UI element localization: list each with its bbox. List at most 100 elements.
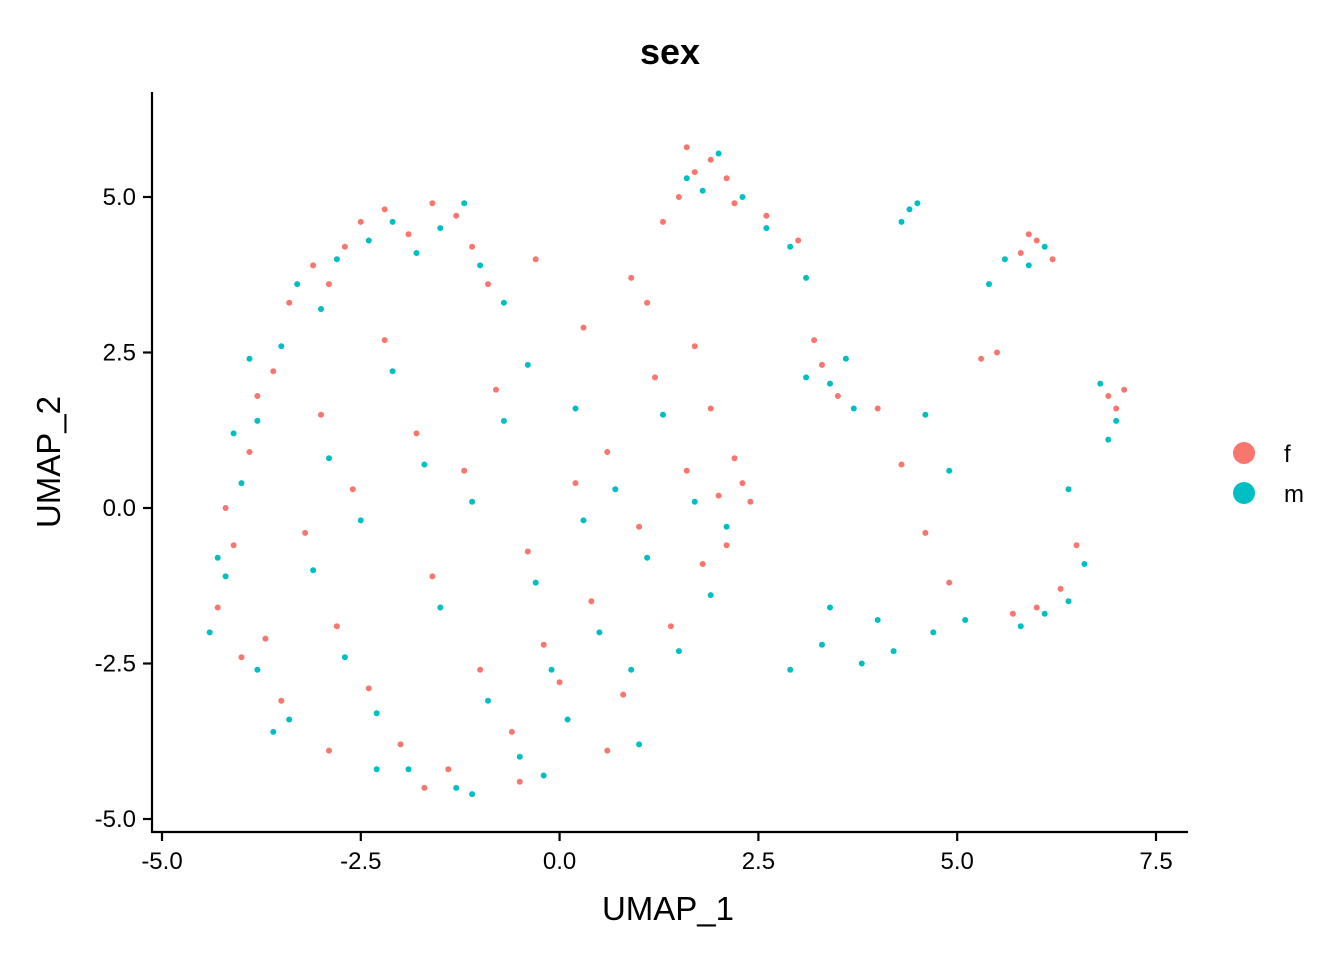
- point-f-15: [262, 635, 269, 642]
- point-m-58: [898, 218, 905, 225]
- point-f-86: [628, 274, 635, 281]
- point-m-31: [532, 579, 539, 586]
- point-f-27: [461, 467, 468, 474]
- point-m-9: [389, 218, 396, 225]
- point-m-59: [914, 200, 921, 207]
- point-f-69: [1033, 237, 1040, 244]
- point-m-82: [636, 741, 643, 748]
- point-f-8: [357, 218, 364, 225]
- point-f-20: [349, 486, 356, 493]
- point-m-3: [254, 417, 261, 424]
- point-f-66: [978, 355, 985, 362]
- point-f-34: [572, 480, 579, 487]
- point-m-69: [962, 617, 969, 623]
- point-f-16: [278, 697, 285, 704]
- point-f-39: [652, 374, 658, 381]
- point-m-81: [922, 411, 929, 418]
- point-m-8: [365, 237, 372, 244]
- point-f-35: [588, 598, 595, 605]
- point-f-73: [1057, 585, 1064, 592]
- legend-label-f: f: [1284, 441, 1291, 468]
- point-m-40: [675, 648, 682, 655]
- point-f-28: [477, 666, 484, 673]
- point-m-63: [986, 281, 992, 288]
- point-f-64: [922, 529, 929, 536]
- point-f-45: [739, 480, 746, 487]
- point-f-79: [604, 747, 611, 754]
- point-f-71: [1025, 231, 1032, 238]
- point-f-61: [811, 337, 818, 344]
- point-m-78: [1113, 417, 1120, 424]
- point-m-45: [524, 361, 531, 368]
- point-f-76: [1105, 393, 1112, 399]
- point-m-86: [270, 728, 277, 735]
- point-m-7: [333, 256, 340, 263]
- point-m-67: [1041, 610, 1048, 617]
- point-f-47: [723, 542, 730, 549]
- point-f-19: [333, 623, 340, 630]
- point-f-77: [1113, 405, 1120, 412]
- point-m-33: [564, 716, 571, 723]
- point-f-1: [230, 542, 237, 549]
- point-f-85: [254, 393, 261, 399]
- point-m-37: [628, 666, 635, 673]
- point-m-57: [906, 206, 913, 213]
- point-f-51: [691, 169, 698, 176]
- point-m-1: [222, 573, 229, 580]
- point-m-56: [850, 405, 857, 412]
- point-f-67: [994, 349, 1000, 356]
- point-m-51: [787, 243, 794, 250]
- point-m-43: [723, 523, 730, 530]
- point-f-5: [310, 262, 317, 269]
- point-m-52: [803, 274, 810, 281]
- point-f-9: [381, 206, 388, 213]
- x-tick-label: 0.0: [543, 848, 576, 875]
- point-m-17: [310, 567, 317, 574]
- point-m-74: [787, 666, 794, 673]
- point-f-44: [731, 455, 738, 462]
- point-m-10: [413, 250, 420, 256]
- point-m-0: [206, 629, 213, 636]
- point-f-52: [707, 156, 714, 163]
- point-f-58: [795, 237, 802, 244]
- point-m-42: [707, 592, 714, 599]
- y-tick-label: 2.5: [103, 340, 136, 367]
- x-tick-label: -2.5: [340, 848, 381, 875]
- point-m-68: [1017, 623, 1024, 630]
- point-m-66: [1065, 598, 1072, 605]
- point-f-33: [556, 679, 563, 686]
- point-m-19: [341, 654, 348, 661]
- point-m-26: [453, 784, 460, 791]
- point-m-13: [477, 262, 484, 269]
- point-m-84: [469, 791, 476, 798]
- point-m-85: [373, 766, 380, 773]
- point-f-74: [1033, 604, 1040, 611]
- point-m-39: [660, 411, 666, 418]
- point-f-6: [326, 281, 332, 288]
- point-m-88: [230, 430, 237, 437]
- point-m-76: [874, 617, 881, 623]
- point-f-53: [723, 175, 730, 182]
- point-f-11: [429, 200, 436, 207]
- y-tick-label: 0.0: [103, 495, 136, 522]
- point-m-23: [405, 766, 412, 773]
- point-f-50: [675, 194, 682, 200]
- point-m-61: [1025, 262, 1032, 269]
- point-f-38: [636, 523, 643, 530]
- point-f-2: [246, 449, 253, 455]
- y-tick-label: 5.0: [103, 184, 136, 211]
- point-m-71: [890, 648, 897, 655]
- point-f-72: [1073, 542, 1080, 549]
- point-m-5: [294, 281, 301, 288]
- x-tick-label: 5.0: [941, 848, 974, 875]
- x-axis-title: UMAP_1: [602, 890, 734, 927]
- point-m-64: [1065, 486, 1072, 493]
- point-m-30: [516, 753, 523, 760]
- point-m-47: [699, 187, 706, 194]
- point-f-70: [1049, 256, 1056, 263]
- point-m-50: [763, 225, 770, 232]
- point-m-75: [827, 604, 833, 611]
- point-m-79: [1105, 436, 1112, 443]
- point-f-83: [238, 654, 245, 661]
